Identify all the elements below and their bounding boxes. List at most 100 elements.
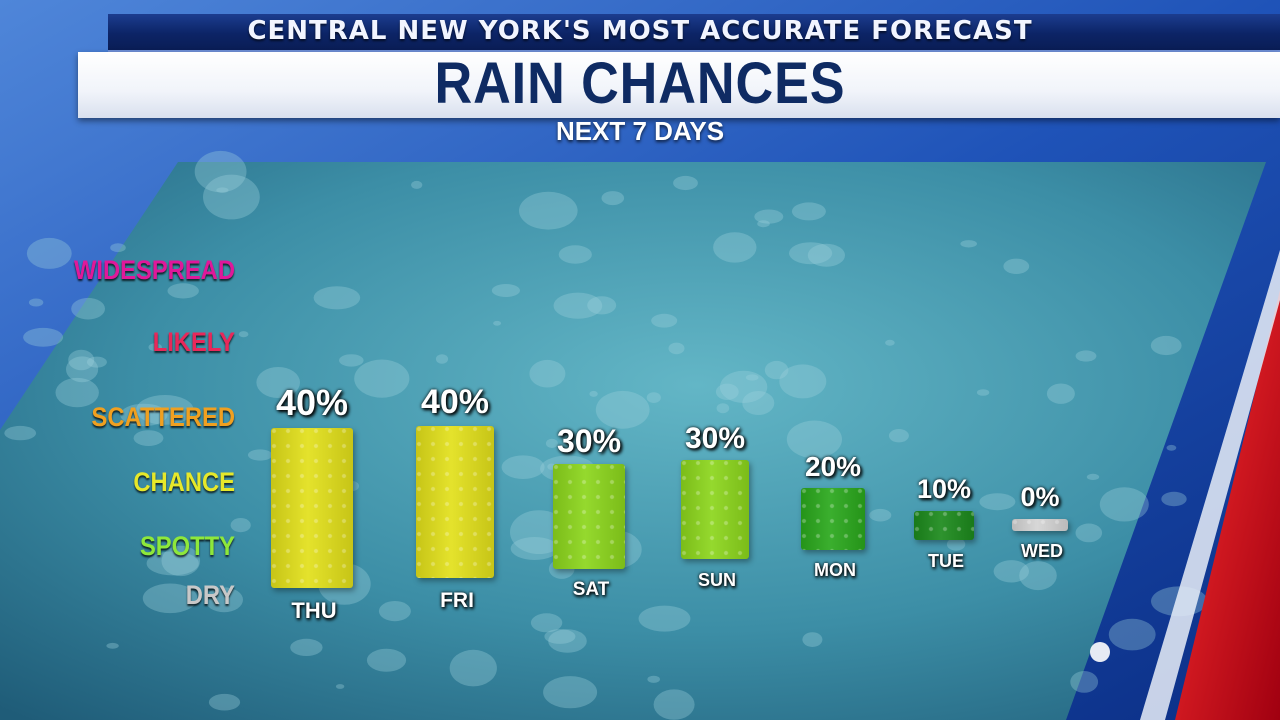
page-subtitle: NEXT 7 DAYS <box>555 116 725 146</box>
raindrop <box>290 638 323 657</box>
raindrop <box>553 292 603 319</box>
value-label-fri: 40% <box>420 382 490 421</box>
raindrop <box>673 175 698 191</box>
raindrop <box>1046 383 1075 404</box>
level-label-widespread: WIDESPREAD <box>73 255 235 285</box>
value-label-thu: 40% <box>275 382 349 423</box>
raindrop <box>668 342 685 355</box>
level-label-chance: CHANCE <box>133 467 235 497</box>
raindrop <box>120 403 168 427</box>
raindrop <box>869 508 892 522</box>
red-accent-stripe <box>1175 290 1280 720</box>
raindrop <box>68 349 95 371</box>
raindrop <box>86 356 107 368</box>
raindrop <box>26 237 72 269</box>
raindrop <box>638 605 691 632</box>
raindrop <box>791 202 826 221</box>
raindrop <box>216 187 229 193</box>
raindrop <box>719 370 768 403</box>
raindrop <box>530 613 563 633</box>
value-label-mon: 20% <box>804 450 862 482</box>
bar-mon <box>801 487 865 550</box>
raindrop <box>713 232 757 263</box>
raindrop <box>1019 561 1057 591</box>
raindrop <box>1075 350 1097 362</box>
raindrop <box>885 339 895 346</box>
day-label-mon: MON <box>814 560 856 580</box>
raindrop <box>449 649 497 687</box>
raindrop <box>335 684 345 689</box>
value-label-sat: 30% <box>556 423 622 460</box>
raindrop <box>161 545 201 577</box>
bar-thu <box>271 428 353 588</box>
raindrop <box>55 377 99 408</box>
raindrop <box>378 601 411 622</box>
raindrop <box>491 284 520 297</box>
raindrop <box>354 359 410 398</box>
raindrop <box>510 537 559 560</box>
bar-sat <box>553 463 625 569</box>
raindrop <box>543 676 598 709</box>
raindrop <box>519 191 578 230</box>
bar-sun <box>681 459 749 560</box>
raindrop <box>1003 258 1030 274</box>
raindrop <box>1166 444 1177 451</box>
raindrop <box>71 297 105 320</box>
raindrop <box>110 243 126 253</box>
raindrop <box>66 356 99 383</box>
value-label-wed: 0% <box>1020 482 1060 513</box>
page-title: RAIN CHANCES <box>434 51 846 116</box>
raindrop <box>230 518 251 533</box>
raindrop <box>167 283 199 299</box>
raindrop <box>647 675 660 683</box>
day-label-sun: SUN <box>697 569 736 590</box>
lens-flare <box>1090 642 1110 662</box>
brand-tagline: CENTRAL NEW YORK'S MOST ACCURATE FORECAS… <box>247 16 1033 46</box>
raindrop <box>589 390 598 397</box>
raindrop <box>779 364 827 399</box>
bar-wed <box>1012 519 1068 531</box>
level-label-scattered: SCATTERED <box>91 402 235 432</box>
raindrop <box>28 298 44 307</box>
raindrop <box>715 383 739 400</box>
raindrop <box>411 180 423 189</box>
raindrop <box>786 420 843 459</box>
raindrop <box>754 209 784 224</box>
raindrop <box>548 629 587 653</box>
title-bar <box>78 52 1280 118</box>
raindrop <box>203 174 260 220</box>
value-label-sun: 30% <box>684 421 746 455</box>
raindrop <box>993 560 1029 583</box>
raindrop <box>366 648 407 672</box>
raindrop <box>136 395 194 425</box>
raindrop <box>960 240 977 248</box>
level-label-dry: DRY <box>185 580 235 610</box>
raindrop <box>4 425 37 441</box>
value-label-tue: 10% <box>916 474 972 505</box>
raindrop <box>789 242 833 265</box>
raindrop <box>544 629 576 644</box>
raindrop <box>1150 335 1182 356</box>
raindrop <box>802 632 823 647</box>
raindrop <box>148 343 162 352</box>
raindrop <box>595 390 650 429</box>
raindrop <box>238 331 249 338</box>
brand-bar <box>108 14 1280 52</box>
raindrop <box>558 245 592 264</box>
raindrop <box>133 430 164 446</box>
raindrop <box>1070 671 1099 693</box>
raindrop <box>601 191 625 206</box>
raindrop <box>651 313 678 328</box>
raindrop <box>1086 473 1100 480</box>
raindrop <box>646 392 661 403</box>
bar-tue <box>914 511 974 541</box>
day-label-tue: TUE <box>928 550 964 571</box>
raindrop <box>493 320 502 326</box>
raindrop <box>256 367 301 398</box>
raindrop <box>205 587 244 613</box>
white-accent-stripe <box>1140 250 1280 720</box>
raindrop <box>142 583 198 614</box>
raindrop <box>807 243 846 267</box>
raindrop <box>976 389 990 396</box>
